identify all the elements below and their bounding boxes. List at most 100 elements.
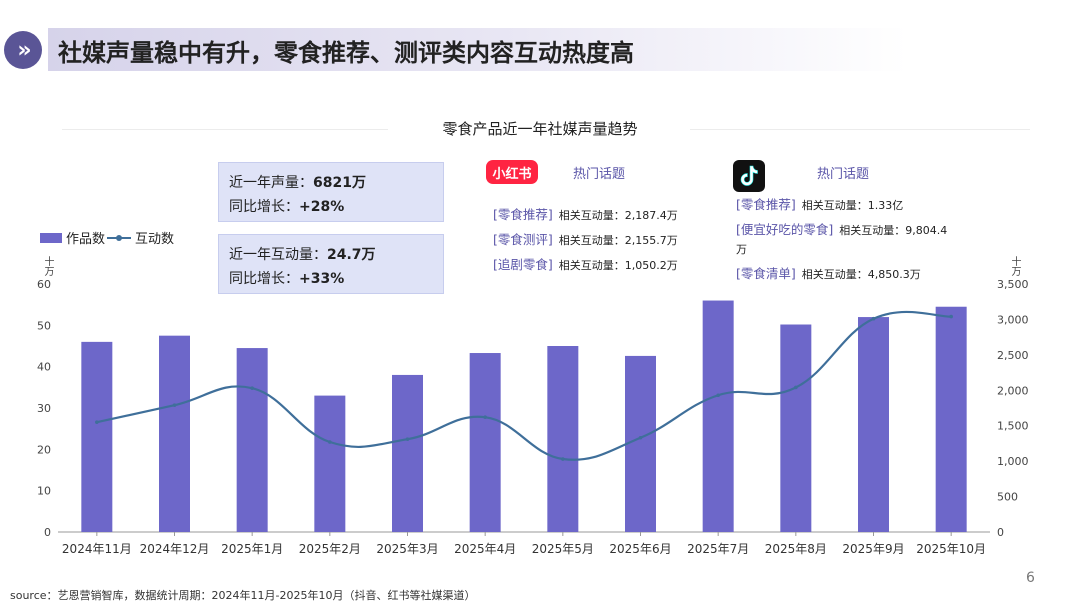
topic-label: 相关互动量：	[839, 224, 906, 237]
chart-title-rule-right	[690, 129, 1030, 130]
topic-value: 2,187.4万	[624, 209, 678, 222]
source-note: source：艺恩营销智库，数据统计周期：2024年11月-2025年10月（抖…	[10, 589, 476, 602]
line-point	[716, 393, 720, 398]
topic-tag: [追剧零食]	[493, 257, 553, 272]
topic-tag: [零食清单]	[736, 266, 796, 281]
left-axis-tick-label: 60	[37, 278, 51, 291]
x-axis-tick-label: 2025年8月	[765, 542, 827, 556]
xhs-topic-3: [追剧零食] 相关互动量：1,050.2万	[493, 254, 678, 273]
xhs-topic-2: [零食测评] 相关互动量：2,155.7万	[493, 229, 678, 248]
chart-legend: 作品数 互动数	[40, 228, 174, 247]
line-point	[172, 403, 177, 407]
topic-tag: [零食推荐]	[493, 207, 553, 222]
right-axis-tick-label: 1,500	[997, 420, 1029, 433]
topic-value: 4,850.3万	[867, 268, 921, 281]
volume-stat-box: 近一年声量：6821万 同比增长：+28%	[218, 162, 444, 222]
right-axis-tick-label: 0	[997, 526, 1004, 539]
x-axis-tick-label: 2025年7月	[687, 542, 749, 556]
line-point	[561, 457, 565, 461]
bar	[236, 348, 268, 532]
x-axis-tick-label: 2025年3月	[376, 542, 438, 556]
interaction-growth-label: 同比增长：	[229, 271, 299, 287]
interaction-growth-line: 同比增长：+33%	[229, 265, 433, 293]
line-point	[483, 415, 487, 420]
x-axis-tick-label: 2025年9月	[842, 542, 904, 556]
topic-tag: [零食测评]	[493, 232, 553, 247]
line-point	[405, 437, 410, 441]
tiktok-icon	[733, 160, 765, 192]
topic-label: 相关互动量：	[558, 234, 625, 247]
interaction-value: 24.7万	[327, 247, 376, 263]
topic-tag: [便宜好吃的零食]	[736, 222, 834, 237]
topic-value: 9,804.4	[905, 224, 948, 237]
legend-swatch-bar	[40, 232, 62, 243]
right-axis-unit: 十万	[1009, 256, 1020, 276]
x-axis-tick-label: 2025年6月	[609, 542, 671, 556]
right-axis-tick-label: 500	[997, 491, 1018, 504]
left-axis-tick-label: 20	[37, 443, 51, 456]
topic-label: 相关互动量：	[558, 259, 625, 272]
bar	[625, 355, 656, 532]
interaction-stat-box: 近一年互动量：24.7万 同比增长：+33%	[218, 234, 444, 294]
left-axis-tick-label: 30	[37, 402, 51, 415]
xhs-hot-label: 热门话题	[573, 167, 626, 182]
left-axis-tick-label: 0	[44, 526, 51, 539]
bar	[858, 317, 889, 532]
xhs-topic-1: [零食推荐] 相关互动量：2,187.4万	[493, 204, 678, 223]
series-line-interactions	[96, 310, 952, 461]
topic-value: 1,050.2万	[624, 259, 678, 272]
interaction-line: 近一年互动量：24.7万	[229, 241, 433, 269]
xiaohongshu-logo: 小红书	[486, 160, 538, 184]
topic-tag: [零食推荐]	[736, 197, 796, 212]
x-axis-tick-label: 2025年1月	[221, 542, 283, 556]
line-point	[250, 386, 254, 390]
x-axis-tick-label: 2024年11月	[62, 542, 132, 556]
title-bar	[48, 28, 908, 71]
x-axis-tick-label: 2025年2月	[299, 542, 361, 556]
x-axis-tick-label: 2025年5月	[532, 542, 594, 556]
bar	[702, 300, 734, 532]
line-point	[794, 385, 798, 390]
x-axis-tick-label: 2024年12月	[140, 542, 210, 556]
bar	[81, 341, 113, 532]
bar	[392, 374, 423, 532]
topic-label: 相关互动量：	[558, 209, 625, 222]
topic-label: 相关互动量：	[801, 268, 868, 281]
bar	[314, 395, 346, 532]
right-axis-tick-label: 3,000	[997, 313, 1029, 326]
page-title: 社媒声量稳中有升，零食推荐、测评类内容互动热度高	[58, 39, 634, 67]
interaction-label: 近一年互动量：	[229, 247, 327, 263]
bar	[935, 306, 967, 532]
right-axis-tick-label: 1,000	[997, 455, 1029, 468]
volume-value: 6821万	[313, 175, 366, 191]
line-point	[871, 316, 876, 321]
douyin-topic-2-wrap: 万	[736, 243, 747, 256]
legend-label-bar: 作品数	[66, 232, 106, 247]
volume-line: 近一年声量：6821万	[229, 169, 433, 197]
interaction-growth-value: +33%	[299, 271, 345, 287]
line-point	[949, 314, 953, 319]
volume-growth-label: 同比增长：	[229, 199, 299, 215]
legend-label-line: 互动数	[135, 232, 175, 247]
double-chevron-right-icon: »	[4, 31, 42, 69]
volume-label: 近一年声量：	[229, 175, 313, 191]
douyin-topic-1: [零食推荐] 相关互动量：1.33亿	[736, 194, 903, 213]
x-axis-tick-label: 2025年10月	[916, 542, 986, 556]
right-axis-tick-label: 2,500	[997, 349, 1029, 362]
chart-title: 零食产品近一年社媒声量趋势	[442, 120, 638, 138]
bar	[469, 353, 501, 532]
line-point	[638, 435, 643, 440]
bar	[159, 335, 190, 532]
right-axis-tick-label: 2,000	[997, 384, 1029, 397]
douyin-hot-label: 热门话题	[817, 167, 870, 182]
volume-growth-value: +28%	[299, 199, 345, 215]
topic-value: 1.33亿	[867, 199, 904, 212]
douyin-topic-3: [零食清单] 相关互动量：4,850.3万	[736, 263, 921, 282]
bar	[780, 324, 812, 532]
legend-swatch-line	[107, 234, 132, 241]
volume-growth-line: 同比增长：+28%	[229, 193, 433, 221]
left-axis-unit: 十万	[42, 256, 53, 276]
x-axis-tick-label: 2025年4月	[454, 542, 516, 556]
topic-value: 2,155.7万	[624, 234, 678, 247]
